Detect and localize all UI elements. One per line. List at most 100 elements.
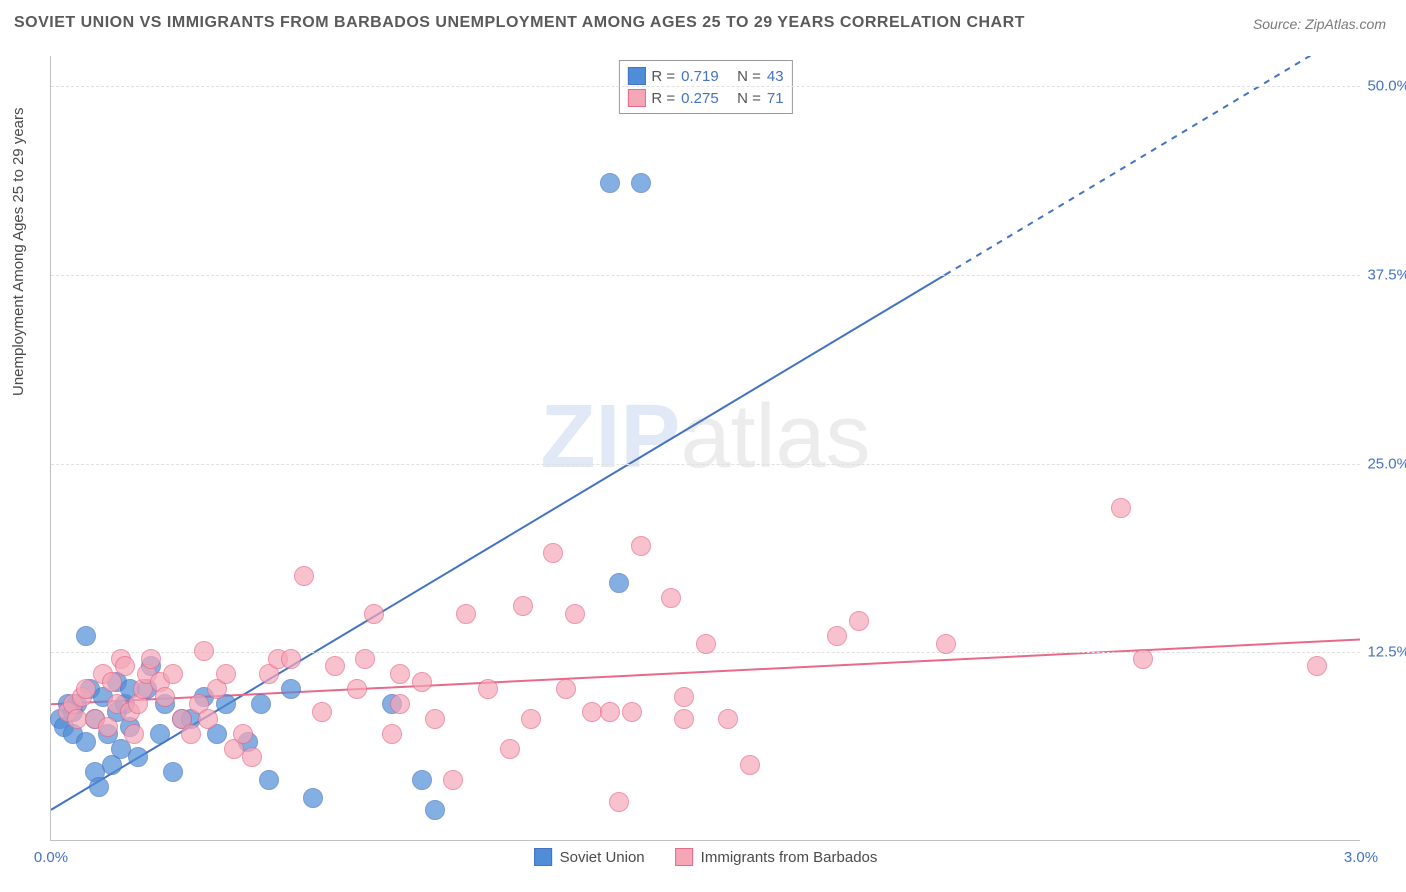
data-point	[115, 656, 135, 676]
data-point	[150, 724, 170, 744]
series-name: Immigrants from Barbados	[701, 849, 878, 866]
data-point	[600, 173, 620, 193]
data-point	[425, 800, 445, 820]
data-point	[98, 717, 118, 737]
data-point	[565, 604, 585, 624]
data-point	[382, 724, 402, 744]
legend-r-label: R =	[651, 68, 675, 85]
data-point	[622, 702, 642, 722]
data-point	[513, 596, 533, 616]
data-point	[849, 611, 869, 631]
data-point	[233, 724, 253, 744]
data-point	[303, 788, 323, 808]
legend-r-value: 0.719	[681, 68, 731, 85]
data-point	[141, 649, 161, 669]
series-legend: Soviet Union Immigrants from Barbados	[534, 848, 878, 866]
y-tick-label: 50.0%	[1350, 78, 1406, 95]
legend-n-label: N =	[737, 90, 761, 107]
data-point	[696, 634, 716, 654]
data-point	[412, 770, 432, 790]
data-point	[89, 777, 109, 797]
data-point	[1307, 656, 1327, 676]
data-point	[740, 755, 760, 775]
data-point	[124, 724, 144, 744]
plot-area: ZIPatlas R =0.719N =43R =0.275N =71 Sovi…	[50, 56, 1360, 841]
data-point	[76, 626, 96, 646]
data-point	[543, 543, 563, 563]
y-axis-label: Unemployment Among Ages 25 to 29 years	[10, 107, 27, 396]
data-point	[827, 626, 847, 646]
data-point	[631, 536, 651, 556]
data-point	[76, 679, 96, 699]
data-point	[674, 687, 694, 707]
data-point	[718, 709, 738, 729]
data-point	[198, 709, 218, 729]
chart-container: SOVIET UNION VS IMMIGRANTS FROM BARBADOS…	[0, 0, 1406, 892]
data-point	[294, 566, 314, 586]
legend-row: R = 0.719 N = 43	[627, 65, 783, 87]
data-point	[312, 702, 332, 722]
data-point	[1111, 498, 1131, 518]
data-point	[609, 792, 629, 812]
data-point	[163, 664, 183, 684]
watermark: ZIPatlas	[540, 386, 870, 489]
data-point	[155, 687, 175, 707]
trendlines	[51, 56, 1360, 840]
source-label: Source: ZipAtlas.com	[1253, 16, 1386, 32]
data-point	[281, 679, 301, 699]
data-point	[425, 709, 445, 729]
data-point	[347, 679, 367, 699]
gridline	[51, 86, 1360, 87]
data-point	[390, 694, 410, 714]
legend-swatch	[534, 848, 552, 866]
data-point	[556, 679, 576, 699]
data-point	[390, 664, 410, 684]
x-tick-label: 0.0%	[34, 849, 68, 866]
data-point	[478, 679, 498, 699]
data-point	[181, 724, 201, 744]
legend-swatch	[627, 67, 645, 85]
data-point	[500, 739, 520, 759]
legend-n-value: 71	[767, 90, 784, 107]
data-point	[1133, 649, 1153, 669]
data-point	[631, 173, 651, 193]
data-point	[936, 634, 956, 654]
data-point	[355, 649, 375, 669]
data-point	[259, 770, 279, 790]
data-point	[281, 649, 301, 669]
data-point	[521, 709, 541, 729]
data-point	[216, 664, 236, 684]
legend-swatch	[627, 89, 645, 107]
data-point	[609, 573, 629, 593]
chart-title: SOVIET UNION VS IMMIGRANTS FROM BARBADOS…	[14, 14, 1025, 32]
series-legend-item: Soviet Union	[534, 848, 645, 866]
data-point	[194, 641, 214, 661]
data-point	[443, 770, 463, 790]
series-legend-item: Immigrants from Barbados	[675, 848, 878, 866]
data-point	[674, 709, 694, 729]
y-tick-label: 12.5%	[1350, 644, 1406, 661]
data-point	[600, 702, 620, 722]
data-point	[163, 762, 183, 782]
gridline	[51, 464, 1360, 465]
x-tick-label: 3.0%	[1344, 849, 1378, 866]
legend-row: R = 0.275 N = 71	[627, 87, 783, 109]
legend-r-value: 0.275	[681, 90, 731, 107]
data-point	[364, 604, 384, 624]
data-point	[661, 588, 681, 608]
legend-n-label: N =	[737, 68, 761, 85]
y-tick-label: 37.5%	[1350, 266, 1406, 283]
legend-n-value: 43	[767, 68, 784, 85]
data-point	[456, 604, 476, 624]
legend-swatch	[675, 848, 693, 866]
y-tick-label: 25.0%	[1350, 455, 1406, 472]
series-name: Soviet Union	[560, 849, 645, 866]
data-point	[76, 732, 96, 752]
data-point	[412, 672, 432, 692]
data-point	[325, 656, 345, 676]
data-point	[251, 694, 271, 714]
data-point	[128, 747, 148, 767]
gridline	[51, 275, 1360, 276]
data-point	[242, 747, 262, 767]
legend-r-label: R =	[651, 90, 675, 107]
